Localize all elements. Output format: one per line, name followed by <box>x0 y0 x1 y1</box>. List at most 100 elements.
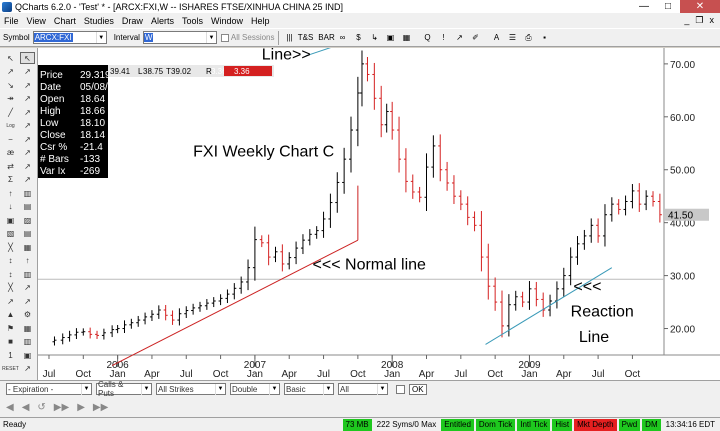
drawing-tool-35[interactable]: ↗ <box>24 283 31 292</box>
toolbar-button-12[interactable]: A <box>493 33 500 42</box>
chart-panel[interactable]: 70.00 60.00 50.00 40.00 30.00 20.00 41.50 Jul Oc… <box>38 44 720 380</box>
toolbar-button-7[interactable]: ▦ <box>402 33 411 42</box>
mdi-restore-button[interactable]: ❐ <box>695 15 704 25</box>
nav-last-icon[interactable]: ▶▶ <box>92 401 109 413</box>
type-select[interactable]: Basic ▼ <box>284 383 334 395</box>
drawing-tool-19[interactable]: ↗ <box>24 175 31 184</box>
chevron-down-icon[interactable]: ▼ <box>323 383 333 395</box>
drawing-tool-17[interactable]: ↗ <box>24 161 31 171</box>
drawing-tool-3[interactable]: ↗ <box>24 67 31 76</box>
menu-help[interactable]: Help <box>250 15 270 26</box>
drawing-tool-47[interactable]: ↗ <box>24 364 31 373</box>
interval-input[interactable]: W <box>143 33 154 42</box>
all-select[interactable]: All ▼ <box>338 383 388 395</box>
top-line[interactable] <box>305 44 338 57</box>
menu-window[interactable]: Window <box>210 15 243 26</box>
toolbar-button-9[interactable]: ! <box>442 33 445 42</box>
drawing-tool-25[interactable]: ▨ <box>23 215 32 225</box>
drawing-tool-8[interactable]: ╱ <box>8 107 13 117</box>
toolbar-button-1[interactable]: T&S <box>297 33 314 42</box>
drawing-tool-45[interactable]: ▣ <box>23 350 32 360</box>
toolbar-button-10[interactable]: ↗ <box>456 33 463 42</box>
reaction-line[interactable] <box>485 267 613 345</box>
chevron-down-icon[interactable]: ▼ <box>81 383 91 395</box>
drawing-tool-24[interactable]: ▣ <box>6 215 15 225</box>
drawing-tool-2[interactable]: ↗ <box>7 67 14 76</box>
expiration-select[interactable]: - Expiration - ▼ <box>6 383 92 395</box>
drawing-tool-41[interactable]: ▦ <box>23 323 32 333</box>
drawing-tool-4[interactable]: ↘ <box>7 80 14 90</box>
calls-puts-select[interactable]: Calls & Puts ▼ <box>96 380 152 398</box>
menu-view[interactable]: View <box>26 15 46 26</box>
toolbar-button-0[interactable]: ||| <box>286 33 293 42</box>
drawing-tool-10[interactable]: Log <box>6 122 15 129</box>
mdi-minimize-button[interactable]: _ <box>684 15 690 25</box>
mdi-close-button[interactable]: x <box>709 15 715 25</box>
toolbar-button-2[interactable]: BAR <box>318 33 335 42</box>
drawing-tool-7[interactable]: ↗ <box>24 94 31 103</box>
drawing-tool-1[interactable]: ↖ <box>20 52 35 64</box>
toolbar-button-3[interactable]: ∞ <box>339 33 346 42</box>
menu-studies[interactable]: Studies <box>83 15 114 26</box>
options-checkbox[interactable] <box>396 384 405 394</box>
menu-draw[interactable]: Draw <box>121 15 143 26</box>
toolbar-button-14[interactable]: ⎙ <box>525 32 532 42</box>
drawing-tool-21[interactable]: ▥ <box>23 188 32 198</box>
drawing-tool-36[interactable]: ↗ <box>7 296 14 306</box>
all-sessions-checkbox[interactable]: All Sessions <box>220 33 275 42</box>
drawing-tool-42[interactable]: ■ <box>8 337 13 346</box>
drawing-tool-0[interactable]: ↖ <box>7 53 14 63</box>
chevron-down-icon[interactable]: ▼ <box>269 383 279 395</box>
drawing-tool-13[interactable]: ↗ <box>24 134 31 144</box>
nav-fast-forward-icon[interactable]: ▶▶ <box>53 401 70 413</box>
drawing-tool-27[interactable]: ▤ <box>23 229 32 238</box>
drawing-tool-20[interactable]: ↑ <box>8 188 13 198</box>
drawing-tool-33[interactable]: ▥ <box>23 269 32 279</box>
drawing-tool-22[interactable]: ↓ <box>8 202 13 211</box>
normal-line[interactable] <box>111 239 359 367</box>
chevron-down-icon[interactable]: ▼ <box>141 383 151 395</box>
model-select[interactable]: Double ▼ <box>230 383 280 395</box>
drawing-tool-6[interactable]: ↠ <box>7 94 14 103</box>
drawing-tool-30[interactable]: ↕ <box>8 256 13 265</box>
toolbar-button-6[interactable]: ▣ <box>386 33 395 42</box>
drawing-tool-5[interactable]: ↗ <box>24 80 31 90</box>
drawing-tool-32[interactable]: ↕ <box>8 269 13 279</box>
symbol-input[interactable]: ARCX:FXI <box>33 33 73 42</box>
drawing-tool-28[interactable]: ╳ <box>8 242 13 252</box>
drawing-tool-12[interactable]: − <box>8 134 13 144</box>
drawing-tool-18[interactable]: Σ <box>8 175 13 184</box>
chevron-down-icon[interactable]: ▼ <box>377 383 387 395</box>
chevron-down-icon[interactable]: ▼ <box>205 32 216 43</box>
drawing-tool-23[interactable]: ▤ <box>23 202 32 211</box>
strikes-select[interactable]: All Strikes ▼ <box>156 383 226 395</box>
nav-first-icon[interactable]: ◀ <box>6 401 14 413</box>
menu-chart[interactable]: Chart <box>53 15 76 26</box>
maximize-button[interactable]: □ <box>664 1 672 12</box>
drawing-tool-31[interactable]: ↑ <box>25 256 30 265</box>
price-chart[interactable]: 70.00 60.00 50.00 40.00 30.00 20.00 41.50 Jul Oc… <box>38 44 720 380</box>
interval-combo[interactable]: W ▼ <box>142 31 217 44</box>
menu-file[interactable]: File <box>4 15 19 26</box>
menu-tools[interactable]: Tools <box>181 15 203 26</box>
chevron-down-icon[interactable]: ▼ <box>95 32 106 43</box>
toolbar-button-11[interactable]: ✐ <box>472 33 479 42</box>
nav-next-icon[interactable]: ▶ <box>77 401 85 413</box>
drawing-tool-37[interactable]: ↗ <box>24 296 31 306</box>
toolbar-button-8[interactable]: Q <box>424 33 431 42</box>
close-button[interactable]: ✕ <box>680 0 720 13</box>
drawing-tool-38[interactable]: ▲ <box>6 310 15 319</box>
drawing-tool-14[interactable]: æ <box>6 148 15 157</box>
symbol-combo[interactable]: ARCX:FXI ▼ <box>32 31 107 44</box>
drawing-tool-44[interactable]: 1 <box>8 350 13 360</box>
drawing-tool-34[interactable]: ╳ <box>8 283 13 292</box>
drawing-tool-29[interactable]: ▦ <box>23 242 32 252</box>
drawing-tool-26[interactable]: ▧ <box>6 229 15 238</box>
chevron-down-icon[interactable]: ▼ <box>215 383 225 395</box>
menu-alerts[interactable]: Alerts <box>150 15 174 26</box>
drawing-tool-9[interactable]: ↗ <box>24 107 31 117</box>
drawing-tool-11[interactable]: ↗ <box>24 121 31 130</box>
toolbar-button-4[interactable]: $ <box>356 33 361 42</box>
ok-button[interactable]: OK <box>409 383 427 395</box>
toolbar-button-5[interactable]: ↳ <box>371 33 378 42</box>
